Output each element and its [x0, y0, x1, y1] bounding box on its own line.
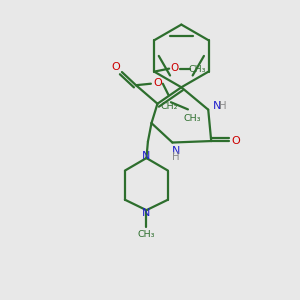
Text: O: O — [232, 136, 240, 146]
Text: O: O — [170, 63, 178, 73]
Text: CH₃: CH₃ — [183, 114, 201, 123]
Text: CH₃: CH₃ — [138, 230, 155, 238]
Text: N: N — [212, 101, 221, 111]
Text: H: H — [172, 152, 180, 163]
Text: H: H — [219, 101, 227, 111]
Text: CH₂: CH₂ — [161, 102, 178, 111]
Text: N: N — [172, 146, 180, 156]
Text: N: N — [142, 208, 150, 218]
Text: N: N — [142, 151, 150, 161]
Text: O: O — [112, 62, 120, 72]
Text: O: O — [153, 78, 162, 88]
Text: CH₃: CH₃ — [188, 65, 206, 74]
